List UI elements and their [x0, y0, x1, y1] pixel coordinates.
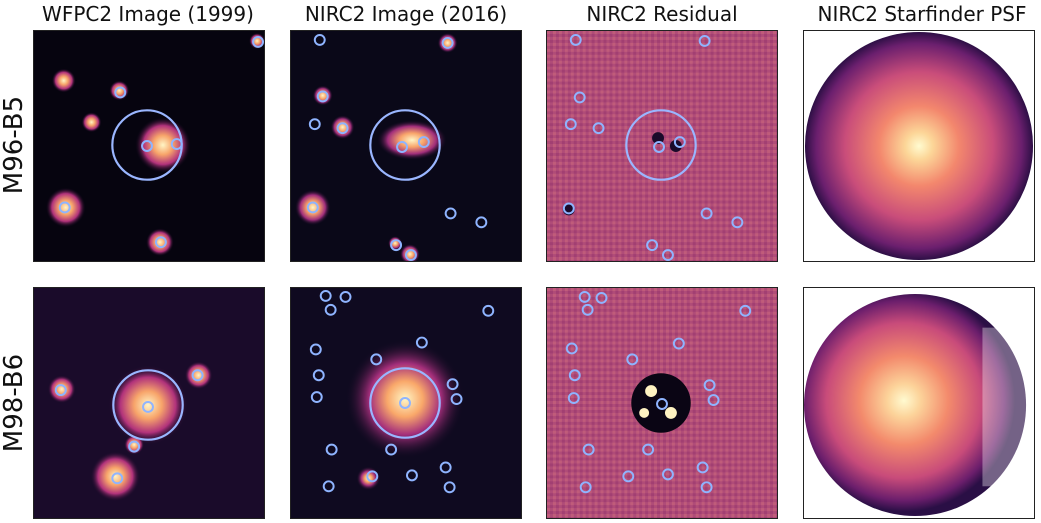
row-label-m96-b5: M96-B5: [0, 95, 29, 195]
panel-m98-b6-psf: [803, 287, 1035, 519]
column-title-wfpc2: WFPC2 Image (1999): [42, 2, 254, 26]
starfinder-psf-m96: [804, 31, 1034, 261]
column-title-starfinder-psf: NIRC2 Starfinder PSF: [817, 2, 1027, 26]
wfpc2-image-m98: [34, 288, 264, 518]
wfpc2-image-m96: [34, 31, 264, 261]
panel-m96-b5-psf: [803, 30, 1035, 262]
panel-m98-b6-nirc2: [290, 287, 522, 519]
nirc2-residual-m98: [547, 288, 777, 518]
nirc2-residual-m96: [547, 31, 777, 261]
column-title-nirc2-image: NIRC2 Image (2016): [304, 2, 508, 26]
panel-m96-b5-nirc2: [290, 30, 522, 262]
panel-m96-b5-wfpc2: [33, 30, 265, 262]
panel-m98-b6-residual: [546, 287, 778, 519]
panel-m98-b6-wfpc2: [33, 287, 265, 519]
nirc2-image-m96: [291, 31, 521, 261]
nirc2-image-m98: [291, 288, 521, 518]
panel-m96-b5-residual: [546, 30, 778, 262]
starfinder-psf-m98: [804, 288, 1034, 518]
row-label-m98-b6: M98-B6: [0, 353, 29, 453]
column-title-nirc2-residual: NIRC2 Residual: [586, 2, 738, 26]
